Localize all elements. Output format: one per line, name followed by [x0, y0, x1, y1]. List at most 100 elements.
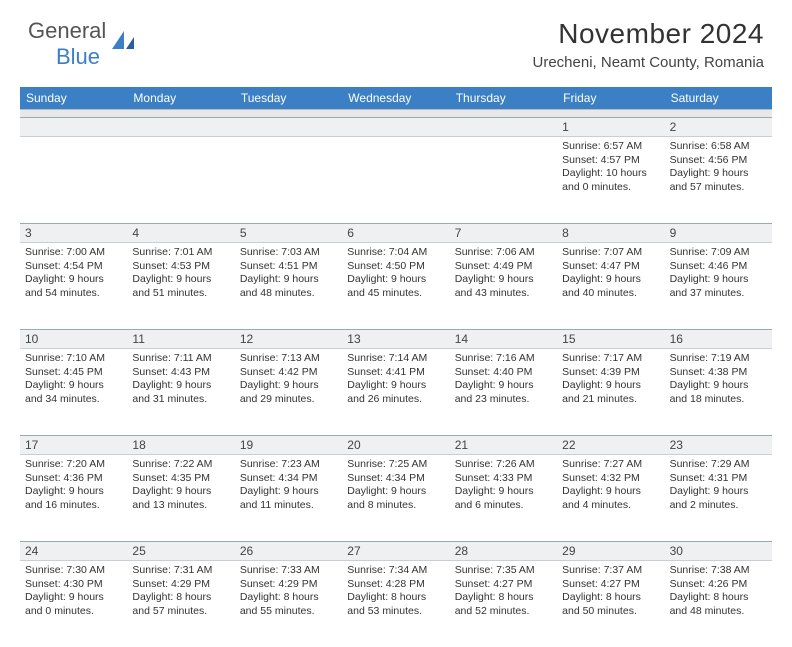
day-line: Sunset: 4:34 PM: [347, 472, 444, 486]
day-cell: Sunrise: 7:14 AMSunset: 4:41 PMDaylight:…: [342, 349, 449, 435]
day-number: 18: [127, 436, 234, 454]
day-number: [127, 118, 234, 136]
day-line: Daylight: 9 hours: [25, 273, 122, 287]
day-line: Sunrise: 7:33 AM: [240, 564, 337, 578]
day-line: and 31 minutes.: [132, 393, 229, 407]
day-line: Sunset: 4:57 PM: [562, 154, 659, 168]
day-cell: Sunrise: 7:17 AMSunset: 4:39 PMDaylight:…: [557, 349, 664, 435]
day-line: Sunset: 4:30 PM: [25, 578, 122, 592]
day-number: 27: [342, 542, 449, 560]
day-line: Sunrise: 7:14 AM: [347, 352, 444, 366]
day-line: and 54 minutes.: [25, 287, 122, 301]
day-line: and 23 minutes.: [455, 393, 552, 407]
day-line: Sunrise: 7:31 AM: [132, 564, 229, 578]
daynum-row: 3456789: [20, 223, 772, 243]
dow-row: SundayMondayTuesdayWednesdayThursdayFrid…: [20, 87, 772, 109]
day-line: Sunset: 4:39 PM: [562, 366, 659, 380]
day-line: Sunrise: 7:09 AM: [670, 246, 767, 260]
sail-icon: [110, 29, 136, 60]
day-line: Sunset: 4:40 PM: [455, 366, 552, 380]
day-line: Sunset: 4:26 PM: [670, 578, 767, 592]
day-line: Sunset: 4:53 PM: [132, 260, 229, 274]
day-cell: [20, 137, 127, 223]
day-line: Daylight: 9 hours: [132, 379, 229, 393]
day-line: Sunset: 4:32 PM: [562, 472, 659, 486]
week-row: Sunrise: 7:20 AMSunset: 4:36 PMDaylight:…: [20, 455, 772, 541]
daynum-row: 17181920212223: [20, 435, 772, 455]
day-cell: Sunrise: 7:38 AMSunset: 4:26 PMDaylight:…: [665, 561, 772, 647]
day-line: Sunset: 4:36 PM: [25, 472, 122, 486]
day-line: Sunrise: 7:38 AM: [670, 564, 767, 578]
day-cell: [235, 137, 342, 223]
day-cell: Sunrise: 7:06 AMSunset: 4:49 PMDaylight:…: [450, 243, 557, 329]
header: General Blue November 2024 Urecheni, Nea…: [0, 0, 792, 79]
day-cell: Sunrise: 7:01 AMSunset: 4:53 PMDaylight:…: [127, 243, 234, 329]
day-cell: Sunrise: 7:16 AMSunset: 4:40 PMDaylight:…: [450, 349, 557, 435]
day-line: Sunrise: 6:58 AM: [670, 140, 767, 154]
day-line: Sunset: 4:46 PM: [670, 260, 767, 274]
day-line: Sunrise: 7:25 AM: [347, 458, 444, 472]
day-cell: Sunrise: 7:29 AMSunset: 4:31 PMDaylight:…: [665, 455, 772, 541]
dow-tuesday: Tuesday: [235, 87, 342, 109]
day-line: Sunset: 4:54 PM: [25, 260, 122, 274]
day-cell: Sunrise: 7:00 AMSunset: 4:54 PMDaylight:…: [20, 243, 127, 329]
day-number: 25: [127, 542, 234, 560]
day-line: Sunset: 4:42 PM: [240, 366, 337, 380]
day-line: Sunrise: 7:00 AM: [25, 246, 122, 260]
week-row: Sunrise: 7:30 AMSunset: 4:30 PMDaylight:…: [20, 561, 772, 647]
day-line: and 16 minutes.: [25, 499, 122, 513]
day-line: Sunrise: 7:10 AM: [25, 352, 122, 366]
day-line: and 6 minutes.: [455, 499, 552, 513]
day-number: 17: [20, 436, 127, 454]
day-line: Daylight: 9 hours: [670, 167, 767, 181]
day-cell: Sunrise: 7:27 AMSunset: 4:32 PMDaylight:…: [557, 455, 664, 541]
day-line: Sunset: 4:27 PM: [562, 578, 659, 592]
location: Urecheni, Neamt County, Romania: [533, 54, 765, 71]
day-line: Sunrise: 7:26 AM: [455, 458, 552, 472]
day-number: 5: [235, 224, 342, 242]
day-line: Sunrise: 7:20 AM: [25, 458, 122, 472]
day-line: Daylight: 8 hours: [455, 591, 552, 605]
dow-monday: Monday: [127, 87, 234, 109]
day-line: Daylight: 9 hours: [347, 273, 444, 287]
day-cell: Sunrise: 7:09 AMSunset: 4:46 PMDaylight:…: [665, 243, 772, 329]
day-line: Daylight: 10 hours: [562, 167, 659, 181]
day-line: Daylight: 9 hours: [347, 485, 444, 499]
day-line: Sunrise: 7:03 AM: [240, 246, 337, 260]
title-block: November 2024 Urecheni, Neamt County, Ro…: [533, 18, 765, 71]
dow-saturday: Saturday: [665, 87, 772, 109]
day-number: 21: [450, 436, 557, 454]
week-row: Sunrise: 7:10 AMSunset: 4:45 PMDaylight:…: [20, 349, 772, 435]
day-line: and 40 minutes.: [562, 287, 659, 301]
day-line: Sunset: 4:33 PM: [455, 472, 552, 486]
day-line: Sunrise: 7:11 AM: [132, 352, 229, 366]
day-cell: [450, 137, 557, 223]
logo-word1: General: [28, 18, 106, 43]
day-line: Sunrise: 7:07 AM: [562, 246, 659, 260]
day-line: Sunrise: 7:16 AM: [455, 352, 552, 366]
dow-thursday: Thursday: [450, 87, 557, 109]
day-number: 13: [342, 330, 449, 348]
calendar: SundayMondayTuesdayWednesdayThursdayFrid…: [20, 87, 772, 647]
day-number: [235, 118, 342, 136]
day-number: 12: [235, 330, 342, 348]
day-line: Daylight: 9 hours: [455, 273, 552, 287]
day-line: Sunrise: 7:19 AM: [670, 352, 767, 366]
day-line: and 8 minutes.: [347, 499, 444, 513]
day-number: 6: [342, 224, 449, 242]
day-line: Daylight: 8 hours: [347, 591, 444, 605]
day-line: and 48 minutes.: [240, 287, 337, 301]
logo: General Blue: [28, 18, 136, 70]
week-row: Sunrise: 7:00 AMSunset: 4:54 PMDaylight:…: [20, 243, 772, 329]
day-line: Sunrise: 7:06 AM: [455, 246, 552, 260]
day-line: Daylight: 9 hours: [25, 485, 122, 499]
day-cell: Sunrise: 7:30 AMSunset: 4:30 PMDaylight:…: [20, 561, 127, 647]
dow-sunday: Sunday: [20, 87, 127, 109]
day-cell: [342, 137, 449, 223]
day-line: Daylight: 9 hours: [132, 273, 229, 287]
day-line: Sunset: 4:49 PM: [455, 260, 552, 274]
day-line: Sunset: 4:31 PM: [670, 472, 767, 486]
day-line: Sunrise: 7:23 AM: [240, 458, 337, 472]
day-number: 19: [235, 436, 342, 454]
day-line: Sunset: 4:35 PM: [132, 472, 229, 486]
